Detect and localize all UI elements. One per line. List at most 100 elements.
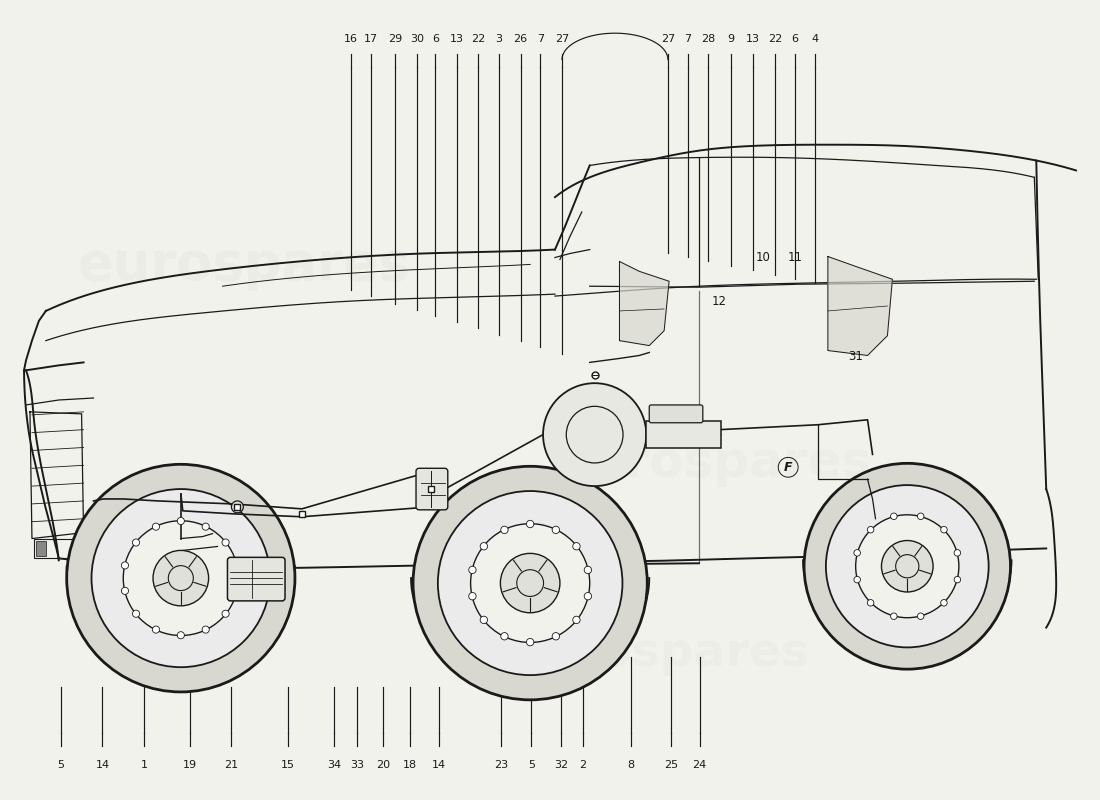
Polygon shape	[619, 262, 669, 346]
Text: 7: 7	[537, 34, 543, 44]
Circle shape	[153, 523, 159, 530]
Circle shape	[552, 526, 560, 534]
Circle shape	[500, 633, 508, 640]
Circle shape	[481, 542, 487, 550]
Circle shape	[881, 541, 933, 592]
Text: 28: 28	[701, 34, 715, 44]
Text: 32: 32	[554, 760, 568, 770]
Circle shape	[469, 566, 476, 574]
Text: eurospares: eurospares	[556, 439, 872, 487]
Text: 11: 11	[788, 251, 803, 264]
Circle shape	[527, 520, 534, 528]
FancyBboxPatch shape	[228, 558, 285, 601]
Circle shape	[954, 550, 960, 556]
Circle shape	[153, 626, 159, 633]
Text: 3: 3	[495, 34, 503, 44]
Circle shape	[917, 613, 924, 619]
Circle shape	[573, 542, 580, 550]
Circle shape	[121, 562, 129, 569]
Bar	[36, 541, 46, 556]
Circle shape	[202, 523, 209, 530]
Circle shape	[177, 518, 185, 525]
Text: eurospares: eurospares	[78, 239, 410, 291]
Circle shape	[804, 463, 1011, 669]
Text: 1: 1	[141, 760, 147, 770]
Text: eurospares: eurospares	[509, 631, 808, 676]
Circle shape	[202, 626, 209, 633]
Text: 27: 27	[661, 34, 675, 44]
Text: 23: 23	[494, 760, 508, 770]
Text: 17: 17	[364, 34, 378, 44]
Circle shape	[121, 587, 129, 594]
Text: 13: 13	[746, 34, 760, 44]
Text: 4: 4	[812, 34, 818, 44]
Text: 34: 34	[327, 760, 341, 770]
Circle shape	[584, 566, 592, 574]
Text: 13: 13	[450, 34, 464, 44]
Circle shape	[917, 513, 924, 519]
Circle shape	[826, 485, 989, 647]
Bar	[647, 421, 720, 449]
Circle shape	[500, 554, 560, 613]
Text: 12: 12	[712, 294, 727, 307]
Text: 8: 8	[627, 760, 635, 770]
Text: 5: 5	[57, 760, 65, 770]
Text: 6: 6	[432, 34, 439, 44]
Circle shape	[438, 491, 623, 675]
Text: 26: 26	[514, 34, 528, 44]
Circle shape	[231, 501, 243, 513]
Circle shape	[573, 616, 580, 623]
Text: 27: 27	[554, 34, 569, 44]
Circle shape	[891, 513, 898, 519]
Circle shape	[867, 526, 873, 533]
Text: 6: 6	[791, 34, 798, 44]
Text: 7: 7	[684, 34, 691, 44]
Circle shape	[940, 599, 947, 606]
Circle shape	[91, 489, 271, 667]
Circle shape	[527, 638, 534, 646]
Circle shape	[233, 587, 240, 594]
Text: 16: 16	[344, 34, 359, 44]
Text: 10: 10	[756, 251, 770, 264]
Circle shape	[67, 464, 295, 692]
Text: 24: 24	[692, 760, 706, 770]
Circle shape	[543, 383, 647, 486]
FancyBboxPatch shape	[649, 405, 703, 422]
Circle shape	[552, 633, 560, 640]
Circle shape	[854, 576, 860, 583]
Text: 33: 33	[350, 760, 364, 770]
Circle shape	[856, 514, 959, 618]
Circle shape	[222, 539, 229, 546]
Circle shape	[867, 599, 873, 606]
Text: 22: 22	[768, 34, 782, 44]
Circle shape	[123, 521, 239, 635]
Circle shape	[132, 539, 140, 546]
Text: 29: 29	[388, 34, 403, 44]
Circle shape	[153, 550, 209, 606]
Circle shape	[412, 466, 647, 700]
Text: F: F	[784, 461, 792, 474]
Polygon shape	[828, 257, 892, 355]
Text: 19: 19	[183, 760, 197, 770]
Circle shape	[222, 610, 229, 618]
Text: 14: 14	[431, 760, 446, 770]
Text: 15: 15	[280, 760, 295, 770]
Circle shape	[584, 593, 592, 600]
Circle shape	[954, 576, 960, 583]
Text: 9: 9	[728, 34, 735, 44]
Circle shape	[471, 524, 590, 642]
Text: 22: 22	[471, 34, 485, 44]
Text: 21: 21	[224, 760, 239, 770]
Circle shape	[854, 550, 860, 556]
Circle shape	[132, 610, 140, 618]
Text: 20: 20	[376, 760, 390, 770]
Text: 31: 31	[848, 350, 864, 363]
Circle shape	[469, 593, 476, 600]
Circle shape	[500, 526, 508, 534]
Circle shape	[940, 526, 947, 533]
Text: 25: 25	[664, 760, 679, 770]
FancyBboxPatch shape	[416, 468, 448, 510]
Text: 14: 14	[96, 760, 110, 770]
Circle shape	[481, 616, 487, 623]
Text: 2: 2	[580, 760, 586, 770]
